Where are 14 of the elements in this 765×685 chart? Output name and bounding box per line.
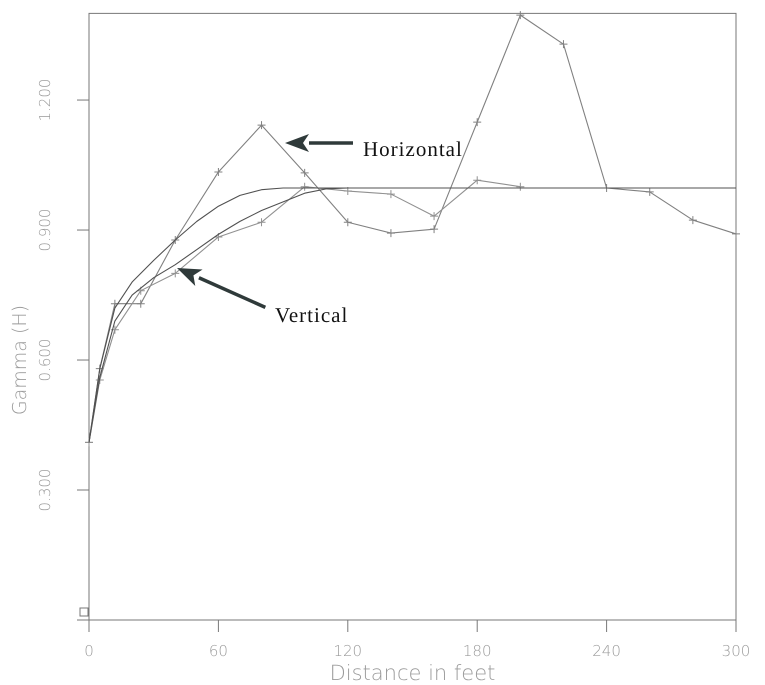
x-tick-label: 120 <box>333 642 362 660</box>
annotation: Vertical <box>275 303 348 327</box>
x-axis-title: Distance in feet <box>330 661 496 685</box>
y-axis-title: Gamma (H) <box>9 304 31 416</box>
x-tick-label: 240 <box>592 642 621 660</box>
y-tick-label: 0.300 <box>36 468 54 512</box>
x-tick-label: 0 <box>84 642 94 660</box>
y-tick-label: 0.900 <box>36 208 54 252</box>
x-tick-label: 300 <box>722 642 750 660</box>
x-tick-label: 180 <box>462 642 492 660</box>
y-tick-label: 0.600 <box>36 338 54 382</box>
x-tick-label: 60 <box>208 642 228 660</box>
annotation: Horizontal <box>363 137 463 161</box>
y-tick-label: 1.200 <box>36 78 54 122</box>
